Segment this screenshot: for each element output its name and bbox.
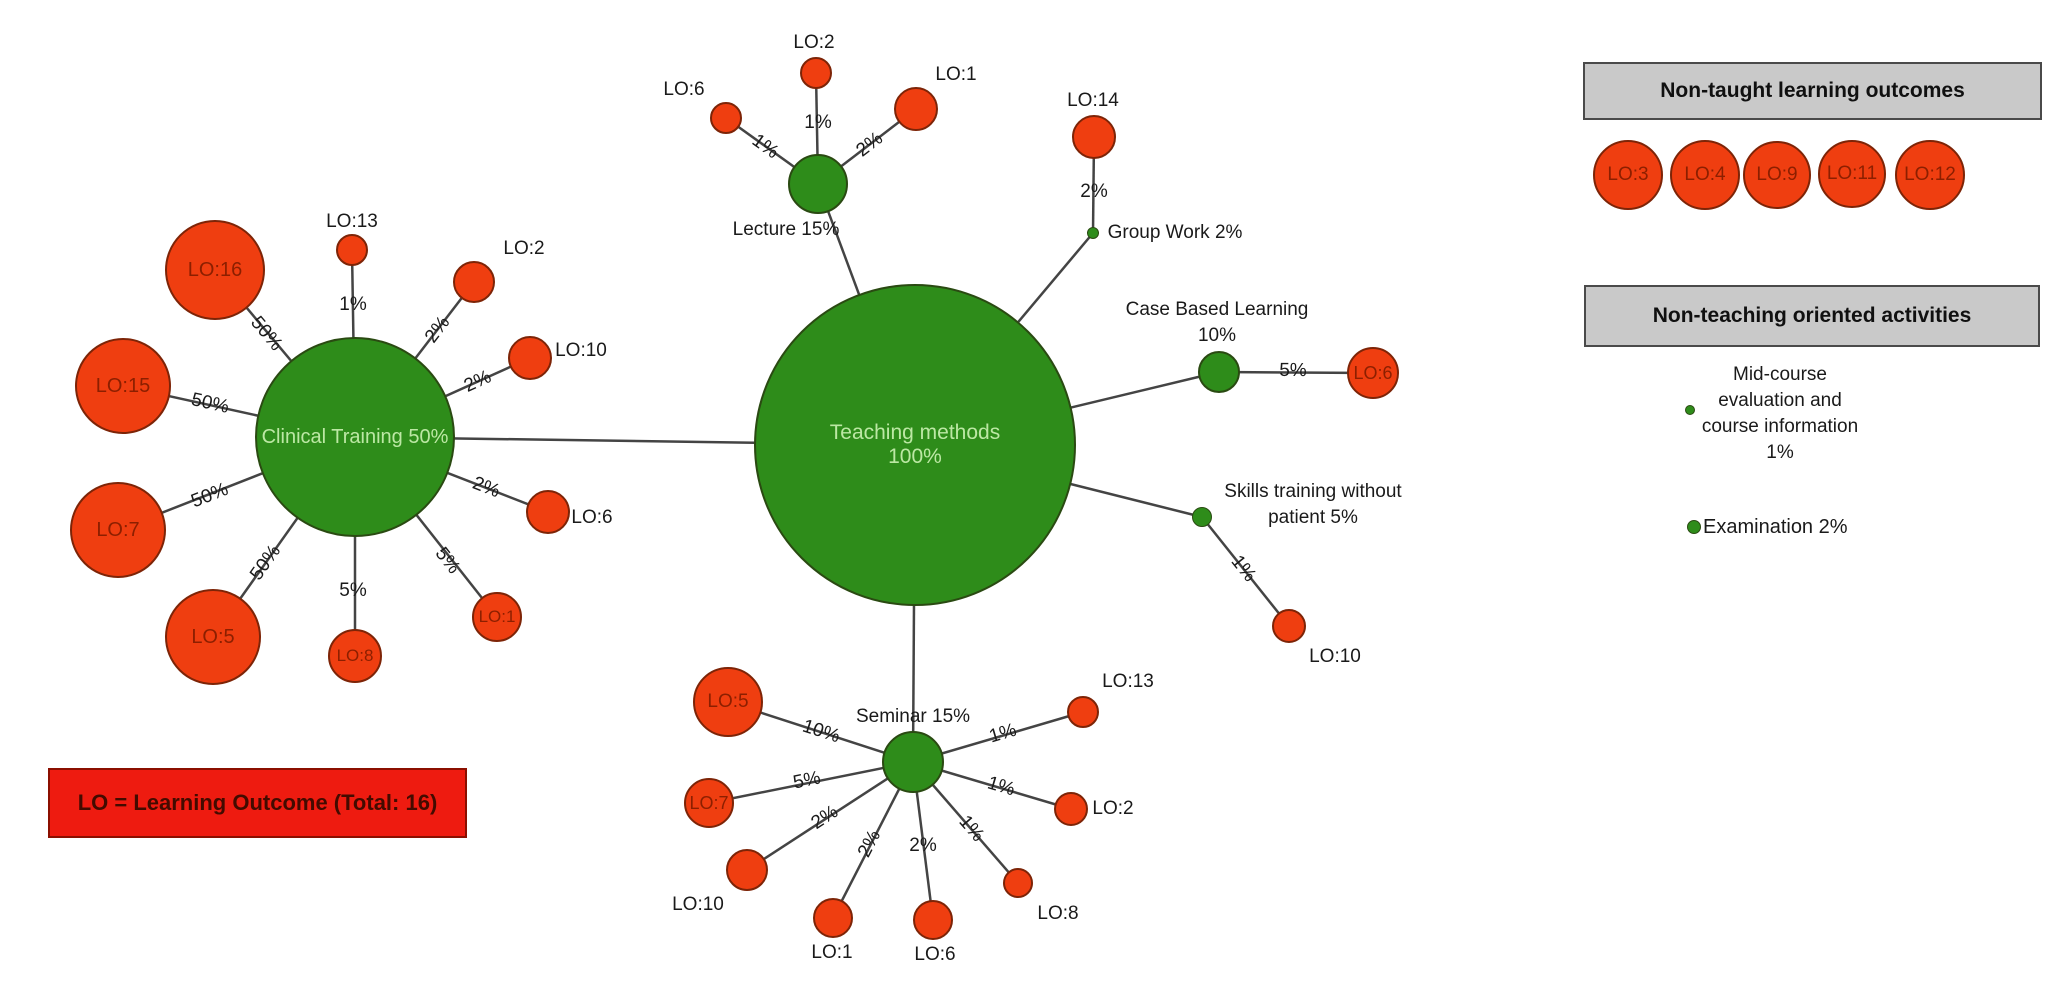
node-nt-lo4: LO:4 (1670, 140, 1740, 210)
midcourse-line-4: 1% (1766, 442, 1794, 463)
node-groupwork (1087, 227, 1099, 239)
edge-label-seminar-s-lo6: 2% (909, 835, 937, 856)
node-s-lo2 (1054, 792, 1088, 826)
non-teaching-header: Non-teaching oriented activities (1584, 285, 2040, 347)
node-label-cb-lo6: LO:6 (1353, 362, 1393, 383)
node-nt-lo11: LO:11 (1818, 140, 1886, 208)
node-s-lo8 (1003, 868, 1033, 898)
edge-seminar-s-lo10 (746, 760, 914, 872)
node-nt-lo9: LO:9 (1743, 141, 1811, 209)
node-s-lo7: LO:7 (684, 778, 734, 828)
edge-label-casebased-cb-lo6: 5% (1279, 359, 1307, 382)
node-l-lo6 (710, 102, 742, 134)
node-s-lo5: LO:5 (693, 667, 763, 737)
node-c-lo2 (453, 261, 495, 303)
non-taught-title: Non-taught learning outcomes (1660, 79, 1965, 102)
node-label-c-lo8: LO:8 (336, 646, 374, 666)
node-s-lo13 (1067, 696, 1099, 728)
label-seminar: Seminar 15% (855, 706, 971, 727)
node-c-lo13 (336, 234, 368, 266)
label-seminar-lo10: LO:10 (672, 894, 724, 915)
node-c-lo5: LO:5 (165, 589, 261, 685)
node-c-lo16: LO:16 (165, 220, 265, 320)
node-sk-lo10 (1272, 609, 1306, 643)
label-seminar-lo1: LO:1 (811, 942, 853, 963)
label-lo14: LO:14 (1067, 90, 1119, 111)
node-seminar (882, 731, 944, 793)
node-casebased (1198, 351, 1240, 393)
node-clinical: Clinical Training 50% (255, 337, 455, 537)
label-clinical-lo6: LO:6 (571, 507, 613, 528)
node-nt-lo12: LO:12 (1895, 140, 1965, 210)
legend-text: LO = Learning Outcome (Total: 16) (77, 790, 438, 815)
edge-label-clinical-c-lo13: 1% (339, 294, 367, 315)
label-seminar-lo8: LO:8 (1037, 903, 1079, 924)
activity-midcourse-label: Mid-course evaluation and course informa… (1660, 362, 1900, 466)
label-lecture-lo2: LO:2 (793, 32, 835, 53)
node-cb-lo6: LO:6 (1347, 347, 1399, 399)
node-c-lo10 (508, 336, 552, 380)
node-s-lo10 (726, 849, 768, 891)
node-label-teaching: Teaching methods 100% (829, 421, 1001, 468)
node-midcourse-dot (1685, 405, 1695, 415)
label-lecture: Lecture 15% (732, 219, 840, 240)
node-l-lo1 (894, 87, 938, 131)
label-seminar-lo13: LO:13 (1102, 671, 1154, 692)
label-skills-lo10: LO:10 (1309, 646, 1361, 667)
node-nt-lo3: LO:3 (1593, 140, 1663, 210)
node-label-nt-lo11: LO:11 (1826, 163, 1878, 185)
label-seminar-lo6: LO:6 (914, 944, 956, 965)
node-lo14 (1072, 115, 1116, 159)
node-label-c-lo16: LO:16 (187, 258, 243, 281)
label-groupwork: Group Work 2% (1107, 222, 1243, 243)
label-skills: Skills training without patient 5% (1224, 481, 1402, 528)
edge-label-groupwork-lo14: 2% (1080, 181, 1108, 202)
activity-examination-label: Examination 2% (1703, 516, 1848, 538)
node-c-lo6 (526, 490, 570, 534)
node-skills (1192, 507, 1212, 527)
non-teaching-title: Non-teaching oriented activities (1652, 304, 1972, 327)
node-s-lo6 (913, 900, 953, 940)
legend-box: LO = Learning Outcome (Total: 16) (48, 768, 467, 838)
edge-skills-sk-lo10 (1201, 516, 1290, 627)
node-label-nt-lo9: LO:9 (1756, 164, 1798, 186)
edge-label-clinical-c-lo8: 5% (339, 580, 367, 601)
node-label-s-lo7: LO:7 (689, 792, 729, 813)
midcourse-line-2: evaluation and (1718, 390, 1842, 411)
edge-label-lecture-l-lo2: 1% (804, 112, 832, 133)
node-l-lo2 (800, 57, 832, 89)
node-label-c-lo5: LO:5 (191, 625, 235, 648)
label-clinical-lo2: LO:2 (503, 238, 545, 259)
node-label-c-lo1: LO:1 (478, 607, 516, 627)
edge-seminar-s-lo7 (708, 760, 914, 805)
node-label-clinical: Clinical Training 50% (261, 425, 449, 448)
non-taught-header: Non-taught learning outcomes (1583, 62, 2042, 120)
node-c-lo15: LO:15 (75, 338, 171, 434)
label-lecture-lo1: LO:1 (935, 64, 977, 85)
node-label-nt-lo4: LO:4 (1684, 164, 1726, 186)
node-teaching: Teaching methods 100% (754, 284, 1076, 606)
label-seminar-lo2: LO:2 (1092, 798, 1134, 819)
midcourse-line-3: course information (1701, 416, 1859, 437)
node-label-c-lo15: LO:15 (95, 374, 151, 397)
label-clinical-lo13: LO:13 (326, 211, 378, 232)
node-label-s-lo5: LO:5 (707, 691, 749, 713)
node-exam-dot (1687, 520, 1701, 534)
label-casebased: Case Based Learning 10% (1125, 299, 1309, 346)
label-clinical-lo10: LO:10 (555, 340, 607, 361)
node-c-lo1: LO:1 (472, 592, 522, 642)
label-lecture-lo6: LO:6 (663, 79, 705, 100)
node-s-lo1 (813, 898, 853, 938)
node-label-nt-lo3: LO:3 (1607, 164, 1649, 186)
node-lecture (788, 154, 848, 214)
node-label-nt-lo12: LO:12 (1904, 164, 1956, 186)
midcourse-line-1: Mid-course (1733, 364, 1827, 385)
node-c-lo7: LO:7 (70, 482, 166, 578)
node-label-c-lo7: LO:7 (96, 518, 140, 541)
node-c-lo8: LO:8 (328, 629, 382, 683)
